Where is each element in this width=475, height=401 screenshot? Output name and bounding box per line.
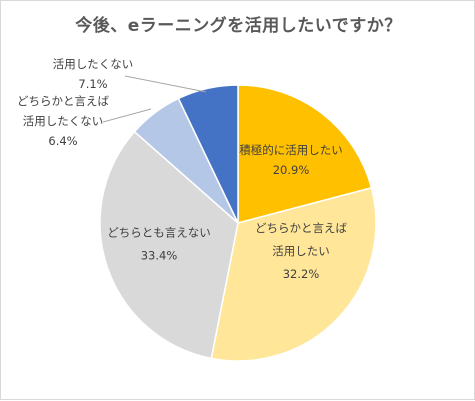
slice-value-3: 6.4% xyxy=(48,134,77,148)
pie-slice-2 xyxy=(99,130,239,360)
leader-line-4 xyxy=(124,75,207,93)
slice-label-1: どちらかと言えば活用したい 32.2% xyxy=(255,221,347,281)
slice-value-2: 33.4% xyxy=(141,249,178,263)
slice-label-0: 積極的に活用したい 20.9% xyxy=(239,143,343,177)
slice-category-1: 活用したい xyxy=(272,244,330,258)
slice-category-3: 活用したくない xyxy=(23,114,104,128)
slice-label-3: どちらかと言えば活用したくない 6.4% xyxy=(17,94,109,148)
slice-category-1: どちらかと言えば xyxy=(255,221,347,235)
pie-slice-0 xyxy=(237,84,373,224)
slice-value-0: 20.9% xyxy=(273,163,310,177)
slice-category-3: どちらかと言えば xyxy=(17,94,109,108)
leader-line-3 xyxy=(102,108,152,123)
slice-category-0: 積極的に活用したい xyxy=(239,143,343,157)
pie-slice-1 xyxy=(210,186,377,362)
slice-value-4: 7.1% xyxy=(78,77,107,91)
slice-label-4: 活用したくない 7.1% xyxy=(53,57,134,91)
chart-title: 今後、eラーニングを活用したいですか？ xyxy=(75,16,402,36)
slice-category-2: どちらとも言えない xyxy=(107,226,211,240)
slice-label-2: どちらとも言えない 33.4% xyxy=(107,226,211,263)
slice-value-1: 32.2% xyxy=(283,267,320,281)
slice-category-4: 活用したくない xyxy=(53,57,134,71)
pie-slice-4 xyxy=(177,84,239,224)
